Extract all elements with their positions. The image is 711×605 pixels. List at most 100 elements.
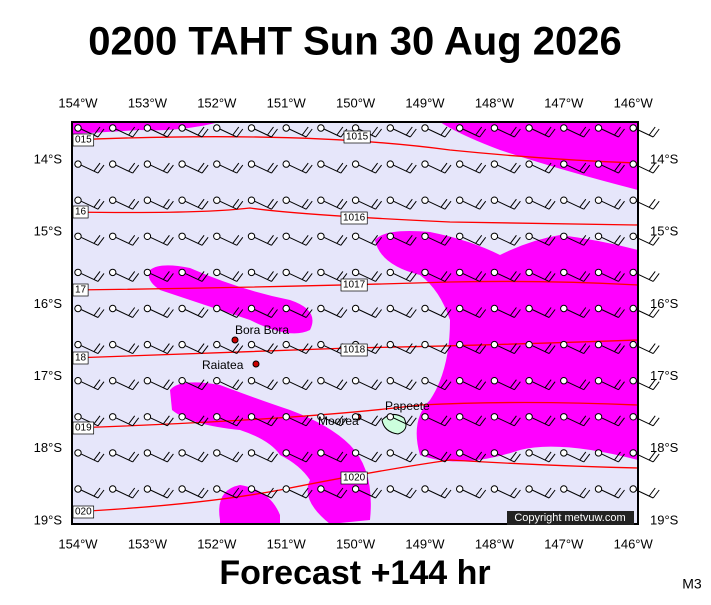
lon-label: 150°W bbox=[336, 95, 376, 110]
barb-flag bbox=[236, 345, 244, 354]
barb-flag bbox=[514, 489, 521, 499]
barb-flag bbox=[201, 164, 209, 174]
lon-label: 150°W bbox=[336, 536, 376, 551]
station bbox=[178, 196, 186, 204]
barb-flag bbox=[440, 451, 448, 461]
barb-shaft bbox=[497, 164, 515, 174]
station bbox=[525, 196, 533, 204]
barb-flag bbox=[509, 162, 517, 172]
station bbox=[74, 377, 82, 385]
station bbox=[213, 196, 221, 204]
barb-flag bbox=[579, 379, 587, 389]
barb-shaft bbox=[115, 309, 133, 318]
barb-shaft bbox=[393, 417, 411, 427]
isobar-label: 020 bbox=[72, 505, 95, 519]
barb-flag bbox=[440, 198, 448, 208]
barb-shaft bbox=[497, 381, 515, 391]
barb-shaft bbox=[323, 417, 342, 427]
barb-flag bbox=[614, 451, 621, 461]
station bbox=[109, 340, 117, 349]
station bbox=[386, 196, 394, 204]
barb-shaft bbox=[497, 309, 515, 318]
station bbox=[421, 268, 429, 277]
barb-flag bbox=[232, 162, 240, 172]
barb-flag bbox=[236, 237, 244, 246]
barb-flag bbox=[232, 271, 240, 280]
barb-shaft bbox=[115, 164, 133, 174]
barb-shaft bbox=[115, 200, 133, 210]
barb-flag bbox=[579, 198, 587, 208]
barb-flag bbox=[479, 417, 487, 427]
barb-flag bbox=[267, 235, 274, 244]
station bbox=[386, 377, 394, 385]
station bbox=[594, 268, 603, 277]
isobar-label-text: 020 bbox=[75, 507, 92, 518]
barb-shaft bbox=[323, 453, 342, 463]
barb-shaft bbox=[254, 236, 272, 246]
barb-flag bbox=[409, 128, 417, 138]
copyright-text: Copyright metvuw.com bbox=[514, 512, 625, 524]
barb-flag bbox=[405, 343, 413, 352]
barb-flag bbox=[236, 489, 244, 499]
isobar-label-text: 019 bbox=[75, 423, 92, 434]
barb-flag bbox=[440, 235, 448, 244]
station bbox=[456, 485, 464, 493]
barb-flag bbox=[509, 235, 517, 244]
station bbox=[282, 268, 290, 277]
barb-flag bbox=[509, 343, 517, 352]
model-label: M3 bbox=[682, 576, 702, 592]
barb-shaft bbox=[601, 236, 619, 246]
station bbox=[178, 268, 186, 277]
barb-flag bbox=[267, 307, 274, 316]
isobar-label: 015 bbox=[72, 133, 95, 147]
barb-flag bbox=[405, 451, 413, 461]
barb-flag bbox=[614, 343, 621, 352]
station bbox=[178, 377, 186, 385]
barb-shaft bbox=[601, 345, 619, 355]
isobar-label-text: 18 bbox=[75, 353, 87, 364]
station bbox=[109, 413, 117, 421]
barb-flag bbox=[93, 379, 101, 389]
barb-flag bbox=[648, 307, 656, 316]
station bbox=[282, 232, 290, 241]
station bbox=[213, 124, 221, 132]
barb-flag bbox=[479, 200, 487, 210]
barb-shaft bbox=[184, 381, 203, 391]
barb-flag bbox=[232, 487, 240, 497]
barb-shaft bbox=[358, 164, 376, 174]
lat-label: 19°S bbox=[650, 512, 679, 527]
barb-flag bbox=[197, 162, 205, 172]
barb-flag bbox=[648, 126, 656, 136]
barb-shaft bbox=[462, 128, 480, 138]
barb-flag bbox=[132, 200, 140, 210]
barb-flag bbox=[128, 379, 136, 389]
barb-shaft bbox=[462, 309, 480, 318]
barb-flag bbox=[514, 128, 521, 138]
isobar-label-box bbox=[340, 471, 368, 485]
barb-shaft bbox=[531, 345, 550, 355]
labels: 154°W 154°W 153°W 153°W 152°W 152°W 151°W 151°W… bbox=[34, 95, 679, 551]
station bbox=[143, 449, 152, 457]
barb-shaft bbox=[323, 128, 342, 138]
station bbox=[386, 124, 394, 132]
station bbox=[282, 340, 290, 349]
barb-shaft bbox=[323, 345, 342, 355]
barb-shaft bbox=[80, 272, 99, 282]
barb-shaft bbox=[184, 453, 203, 463]
barb-flag bbox=[648, 271, 656, 280]
barb-flag bbox=[232, 198, 240, 208]
barb-flag bbox=[201, 128, 209, 138]
station bbox=[143, 377, 152, 385]
lon-label: 151°W bbox=[267, 536, 307, 551]
station bbox=[143, 160, 152, 168]
station bbox=[109, 160, 117, 168]
station bbox=[629, 304, 637, 313]
barb-shaft bbox=[531, 489, 550, 499]
barb-shaft bbox=[219, 164, 238, 174]
lat-label: 14°S bbox=[650, 151, 679, 166]
station bbox=[282, 485, 290, 493]
barb-shaft bbox=[427, 128, 446, 138]
barb-flag bbox=[201, 273, 209, 282]
station bbox=[282, 160, 290, 168]
barb-flag bbox=[305, 381, 313, 391]
